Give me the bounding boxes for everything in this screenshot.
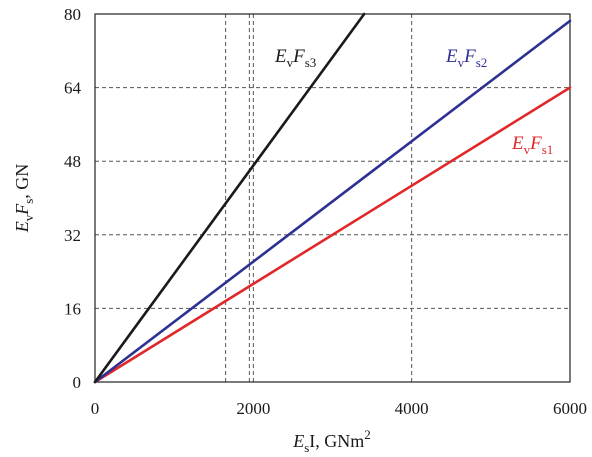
series-line-2 (93, 19, 572, 384)
series-label-s2: EvFs2 (445, 46, 487, 70)
series-lines (93, 12, 572, 384)
series-label-s1: EvFs1 (511, 133, 553, 157)
x-tick-label: 4000 (395, 399, 429, 418)
y-tick-label: 64 (64, 79, 82, 98)
series-line-3 (93, 12, 366, 384)
x-tick-label: 0 (91, 399, 100, 418)
series-line-1 (93, 86, 572, 384)
y-tick-label: 80 (64, 5, 81, 24)
x-tick-label: 2000 (236, 399, 270, 418)
gridlines (95, 14, 570, 382)
x-axis-label: EsI, GNm2 (292, 427, 371, 455)
y-axis-label: EvFs, GN (12, 164, 36, 234)
x-tick-label: 6000 (553, 399, 587, 418)
y-tick-label: 16 (64, 299, 81, 318)
plot-frame (94, 13, 571, 383)
y-tick-label: 48 (64, 152, 81, 171)
tick-labels: 0 16 32 48 64 80 0 2000 4000 6000 (64, 5, 587, 418)
y-tick-label: 32 (64, 226, 81, 245)
series-label-s3: EvFs3 (274, 46, 316, 70)
y-tick-label: 0 (73, 373, 82, 392)
